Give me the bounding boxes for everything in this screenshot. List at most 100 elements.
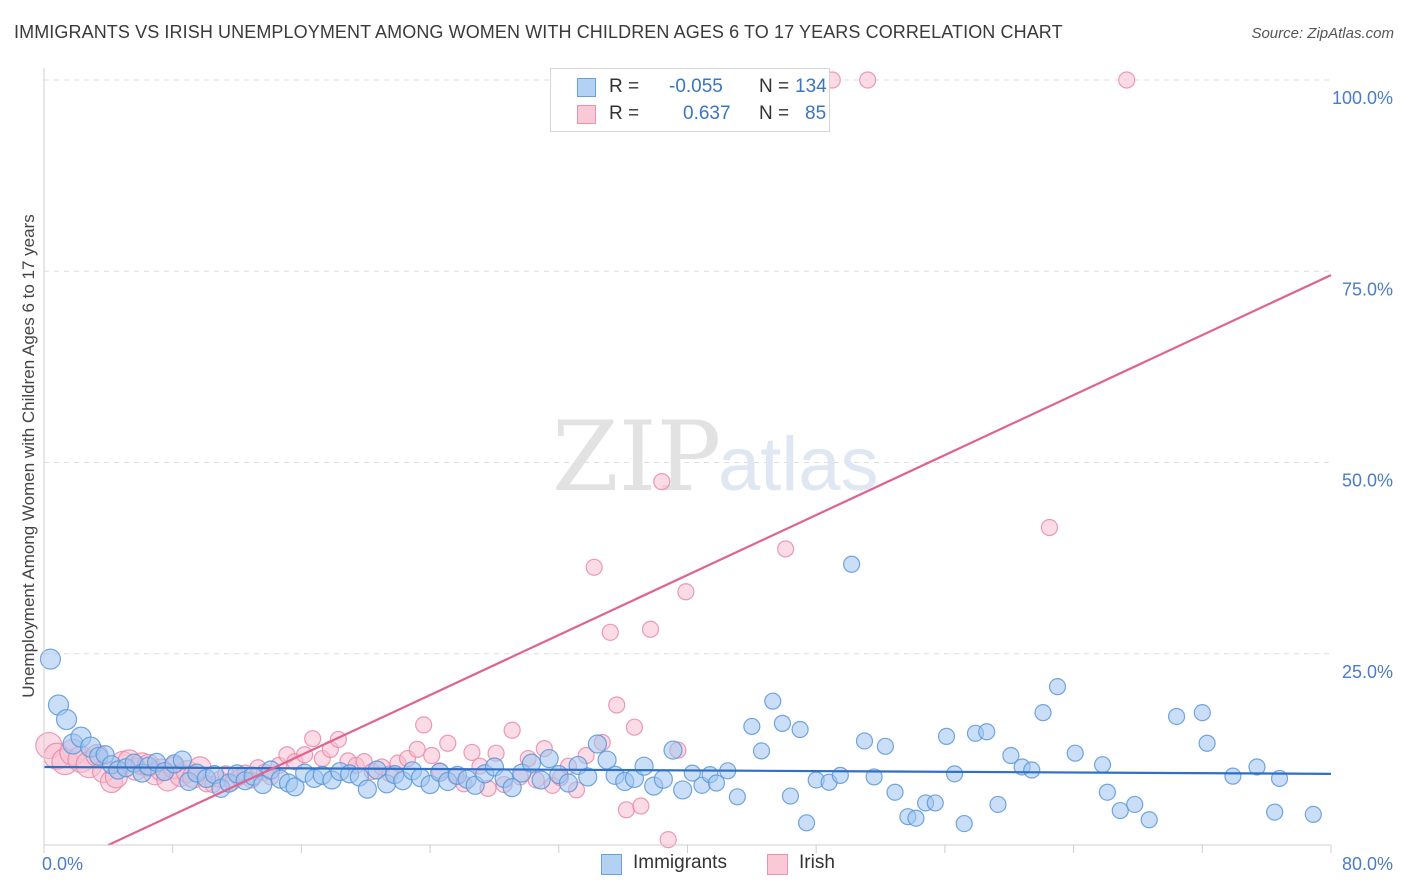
immigrants-point bbox=[907, 809, 925, 827]
trend-layer bbox=[43, 274, 1332, 846]
bottom-legend-swatch-immigrants bbox=[601, 854, 622, 875]
immigrants-trend-line bbox=[43, 765, 1332, 775]
irish-point bbox=[617, 801, 635, 819]
immigrants-point bbox=[797, 814, 816, 832]
watermark-atlas: atlas bbox=[718, 422, 879, 507]
immigrants-point bbox=[707, 774, 726, 792]
immigrants-point bbox=[773, 714, 792, 732]
immigrants-point bbox=[1066, 744, 1084, 762]
immigrants-point bbox=[1093, 756, 1112, 774]
immigrants-point bbox=[285, 777, 305, 797]
irish-trend-line bbox=[107, 274, 1332, 846]
watermark: ZIP atlas bbox=[552, 401, 879, 513]
irish-point bbox=[304, 730, 322, 748]
immigrants-point bbox=[1167, 707, 1186, 726]
immigrants-point bbox=[842, 555, 861, 573]
immigrants-point bbox=[955, 814, 973, 833]
immigrants-point bbox=[539, 748, 559, 769]
points-layer bbox=[35, 71, 1322, 849]
immigrants-point bbox=[886, 783, 904, 801]
irish-point bbox=[423, 746, 441, 765]
y-tick-label: 100.0% bbox=[1332, 88, 1393, 108]
immigrants-point bbox=[673, 780, 693, 800]
immigrants-point bbox=[937, 727, 956, 745]
irish-point bbox=[296, 746, 314, 764]
immigrants-point bbox=[945, 765, 964, 783]
legend-swatch-irish bbox=[577, 105, 596, 124]
immigrants-point bbox=[989, 795, 1007, 814]
irish-point bbox=[641, 620, 660, 638]
irish-point bbox=[632, 797, 650, 815]
immigrants-point bbox=[978, 723, 996, 741]
immigrants-point bbox=[578, 767, 598, 787]
legend-n-label: N = bbox=[759, 76, 790, 97]
bottom-legend-label-immigrants: Immigrants bbox=[633, 852, 727, 873]
immigrants-point bbox=[1034, 704, 1052, 722]
immigrants-point bbox=[367, 760, 387, 780]
legend-r-value-immigrants: -0.055 bbox=[669, 76, 723, 97]
immigrants-point bbox=[531, 770, 551, 790]
irish-point bbox=[463, 743, 481, 762]
irish-point bbox=[859, 71, 877, 89]
immigrants-point bbox=[253, 774, 273, 795]
legend-r-label: R = bbox=[609, 76, 640, 97]
source-label: Source: ZipAtlas.com bbox=[1251, 25, 1394, 42]
immigrants-point bbox=[357, 779, 377, 799]
axis-layer: 0.0% 80.0% 25.0% 50.0% 75.0% 100.0% bbox=[42, 68, 1393, 874]
immigrants-point bbox=[926, 794, 944, 812]
legend-r-value-irish: 0.637 bbox=[683, 103, 731, 124]
immigrants-point bbox=[1248, 758, 1266, 776]
immigrants-point bbox=[1126, 795, 1144, 814]
immigrants-point bbox=[55, 708, 78, 731]
bottom-legend-label-irish: Irish bbox=[799, 852, 835, 873]
bottom-legend-swatch-irish bbox=[767, 854, 788, 875]
irish-point bbox=[659, 831, 677, 849]
legend-n-label: N = bbox=[759, 103, 790, 124]
legend-r-label: R = bbox=[609, 103, 640, 124]
irish-point bbox=[585, 558, 603, 576]
legend-swatch-immigrants bbox=[577, 78, 596, 97]
immigrants-point bbox=[791, 720, 809, 739]
immigrants-point bbox=[1224, 767, 1242, 785]
immigrants-point bbox=[502, 778, 522, 798]
immigrants-point bbox=[587, 734, 608, 754]
immigrants-point bbox=[521, 753, 542, 773]
legend-n-value-irish: 85 bbox=[805, 103, 827, 124]
irish-point bbox=[625, 718, 644, 736]
immigrants-point bbox=[1198, 734, 1216, 752]
y-tick-label: 50.0% bbox=[1342, 471, 1393, 491]
immigrants-point bbox=[1266, 803, 1284, 821]
grid-layer bbox=[44, 79, 1331, 655]
irish-point bbox=[601, 623, 619, 641]
immigrants-point bbox=[683, 764, 701, 782]
irish-point bbox=[608, 696, 626, 714]
x-tick-label: 0.0% bbox=[42, 854, 83, 874]
immigrants-point bbox=[1048, 678, 1067, 696]
immigrants-point bbox=[558, 773, 579, 793]
immigrants-point bbox=[1193, 704, 1211, 722]
y-axis-label: Unemployment Among Women with Children A… bbox=[19, 214, 38, 698]
irish-point bbox=[415, 716, 433, 734]
irish-point bbox=[408, 740, 426, 758]
immigrants-point bbox=[855, 732, 874, 750]
irish-point bbox=[1040, 518, 1059, 537]
irish-point bbox=[503, 721, 521, 739]
irish-point bbox=[1118, 71, 1136, 89]
watermark-zip: ZIP bbox=[552, 401, 721, 513]
immigrants-point bbox=[653, 769, 673, 789]
immigrants-point bbox=[764, 692, 782, 710]
x-tick-label: 80.0% bbox=[1342, 854, 1393, 874]
immigrants-point bbox=[1002, 746, 1020, 765]
immigrants-point bbox=[1140, 811, 1158, 829]
immigrants-point bbox=[663, 740, 683, 760]
immigrants-point bbox=[728, 788, 746, 806]
immigrants-point bbox=[172, 750, 192, 770]
irish-point bbox=[439, 734, 457, 752]
immigrants-point bbox=[1098, 783, 1116, 801]
immigrants-point bbox=[876, 737, 894, 755]
immigrants-point bbox=[634, 756, 654, 776]
correlation-legend: R = -0.055 N = 134 R = 0.637 N = 85 bbox=[550, 68, 830, 132]
immigrants-point bbox=[831, 766, 849, 784]
immigrants-point bbox=[743, 717, 761, 736]
